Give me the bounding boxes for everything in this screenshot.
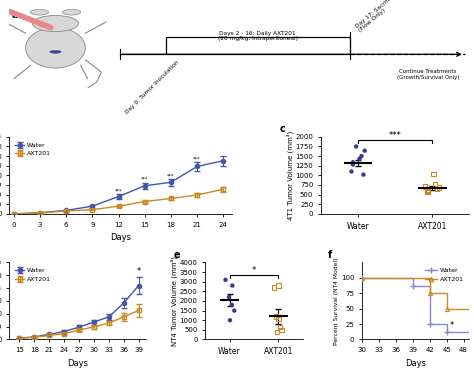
- Text: *: *: [252, 266, 256, 275]
- Point: [435, 185, 443, 191]
- Text: *: *: [450, 321, 455, 330]
- Text: ***: ***: [141, 177, 148, 182]
- Point: [424, 187, 432, 193]
- Text: ***: ***: [389, 131, 401, 140]
- Text: ***: ***: [193, 156, 201, 161]
- Text: Days 2 - 16: Daily AXT201
(20 mg/kg, Intraperitoneal): Days 2 - 16: Daily AXT201 (20 mg/kg, Int…: [218, 31, 298, 41]
- Point: [228, 283, 236, 289]
- Ellipse shape: [32, 15, 78, 32]
- Point: [424, 189, 431, 195]
- X-axis label: Days: Days: [110, 233, 131, 242]
- Point: [274, 316, 282, 322]
- Point: [226, 317, 234, 323]
- Text: f: f: [328, 250, 332, 260]
- Point: [360, 172, 367, 177]
- Point: [361, 148, 368, 154]
- Text: e: e: [174, 250, 181, 260]
- Point: [273, 313, 280, 319]
- Point: [431, 182, 439, 187]
- Point: [271, 284, 278, 290]
- Text: c: c: [279, 124, 285, 134]
- Point: [356, 156, 363, 162]
- X-axis label: Days: Days: [405, 359, 426, 368]
- Point: [349, 162, 357, 168]
- Point: [276, 324, 284, 330]
- Point: [273, 329, 281, 335]
- Point: [222, 277, 229, 283]
- Text: a: a: [12, 10, 18, 20]
- Point: [349, 159, 357, 165]
- Legend: Water, AXT201: Water, AXT201: [13, 266, 54, 284]
- Point: [358, 153, 365, 159]
- Ellipse shape: [30, 9, 48, 15]
- Legend: Water, AXT201: Water, AXT201: [422, 266, 466, 284]
- Ellipse shape: [50, 51, 61, 53]
- Point: [230, 308, 238, 314]
- Text: Day 0: Tumor Inoculation: Day 0: Tumor Inoculation: [124, 60, 180, 115]
- Y-axis label: Percent Survival (NT4 Model): Percent Survival (NT4 Model): [335, 257, 339, 345]
- Text: *: *: [137, 266, 141, 276]
- Point: [421, 183, 429, 189]
- Point: [278, 327, 285, 333]
- Point: [274, 283, 282, 289]
- Point: [352, 144, 360, 149]
- Point: [433, 186, 441, 192]
- Text: Continue Treatments
(Growth/Survival Only): Continue Treatments (Growth/Survival Onl…: [397, 69, 459, 80]
- Y-axis label: NT4 Tumor Volume (mm³): NT4 Tumor Volume (mm³): [171, 256, 178, 346]
- Text: Day 17: Sacrifice Animals
(Flow Only): Day 17: Sacrifice Animals (Flow Only): [354, 0, 419, 33]
- X-axis label: Days: Days: [67, 359, 88, 368]
- Point: [347, 169, 355, 175]
- Text: ***: ***: [167, 173, 174, 178]
- Point: [225, 294, 233, 300]
- Y-axis label: 4T1 Tumor Volume (mm³): 4T1 Tumor Volume (mm³): [286, 131, 294, 220]
- Point: [228, 302, 236, 308]
- Point: [430, 171, 438, 177]
- Point: [424, 188, 431, 194]
- Ellipse shape: [26, 28, 85, 68]
- Ellipse shape: [63, 9, 81, 15]
- Text: ***: ***: [115, 189, 122, 193]
- Legend: Water, AXT201: Water, AXT201: [13, 140, 54, 159]
